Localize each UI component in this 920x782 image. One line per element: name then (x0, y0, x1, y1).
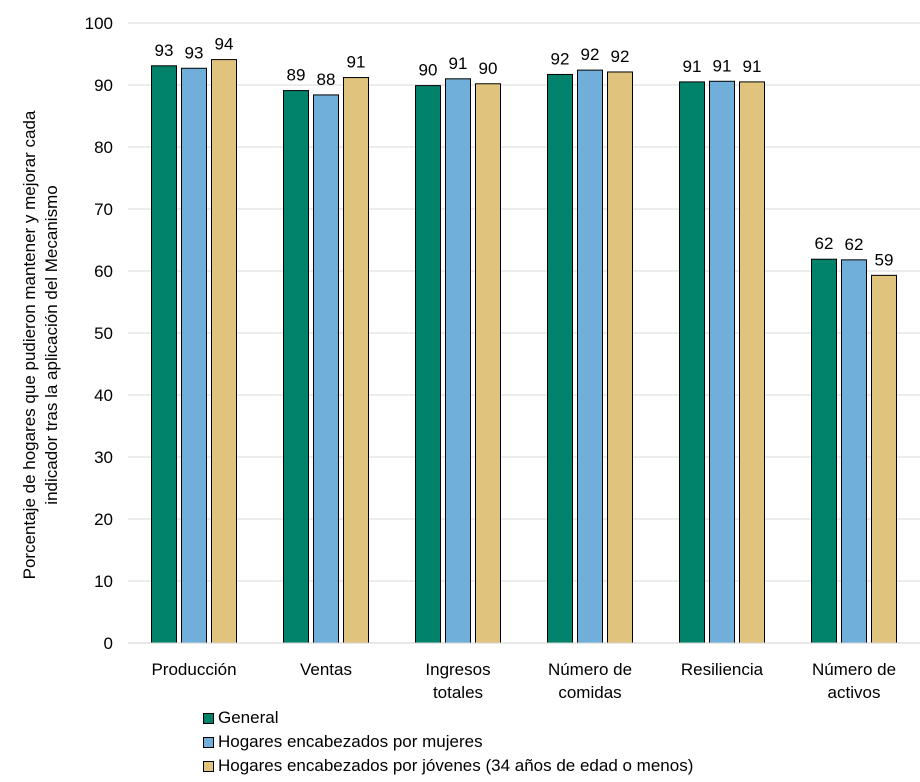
legend-label: Hogares encabezados por jóvenes (34 años… (218, 756, 694, 775)
data-label: 93 (155, 41, 174, 60)
bar (607, 71, 633, 644)
y-tick-label: 60 (94, 262, 113, 281)
data-label: 92 (551, 49, 570, 68)
bar (811, 258, 837, 644)
data-label: 92 (581, 45, 600, 64)
y-axis-title-line: Porcentaje de hogares que pudieron mante… (20, 110, 39, 579)
x-category-label: Número de (548, 660, 632, 679)
legend-swatch (203, 760, 214, 772)
y-tick-label: 70 (94, 200, 113, 219)
data-label: 91 (449, 54, 468, 73)
bar (679, 81, 705, 644)
bar (313, 94, 339, 644)
data-label: 62 (815, 234, 834, 253)
data-label: 59 (875, 250, 894, 269)
y-axis-ticks: 0 10 20 30 40 50 60 70 80 90 100 (85, 14, 113, 653)
gridlines (128, 22, 920, 582)
data-label: 90 (419, 61, 438, 80)
bar (841, 259, 867, 644)
data-label: 94 (215, 35, 234, 54)
data-labels: 93 93 94 89 88 91 90 91 90 92 92 92 91 91 91 62 62 59 (155, 35, 894, 270)
legend-label: General (218, 708, 279, 727)
data-label: 90 (479, 59, 498, 78)
data-label: 62 (845, 235, 864, 254)
x-category-label: Ingresos (425, 660, 490, 679)
y-tick-label: 80 (94, 138, 113, 157)
y-tick-label: 0 (104, 634, 113, 653)
bar (343, 77, 369, 644)
bar (739, 81, 765, 644)
legend: General Hogares encabezados por mujeres Ho… (203, 706, 693, 778)
y-tick-label: 40 (94, 386, 113, 405)
bar (415, 85, 441, 644)
legend-swatch (203, 736, 214, 748)
y-tick-label: 10 (94, 572, 113, 591)
x-category-label: activos (828, 683, 881, 700)
x-category-label: Producción (151, 660, 236, 679)
x-category-label: Número de (812, 660, 896, 679)
bar (577, 69, 603, 644)
y-tick-label: 30 (94, 448, 113, 467)
y-axis-title-line: indicador tras la aplicación del Mecanis… (42, 185, 61, 504)
y-axis-title: Porcentaje de hogares que pudieron mante… (20, 110, 61, 579)
legend-item: General (203, 706, 693, 730)
x-category-label: comidas (558, 683, 621, 700)
bar (211, 59, 237, 644)
data-label: 88 (317, 70, 336, 89)
data-label: 92 (611, 47, 630, 66)
y-tick-label: 20 (94, 510, 113, 529)
data-label: 91 (713, 56, 732, 75)
data-label: 91 (347, 53, 366, 72)
x-category-label: Resiliencia (681, 660, 764, 679)
legend-label: Hogares encabezados por mujeres (218, 732, 483, 751)
y-tick-label: 90 (94, 76, 113, 95)
legend-item: Hogares encabezados por jóvenes (34 años… (203, 754, 693, 778)
y-tick-label: 50 (94, 324, 113, 343)
y-tick-label: 100 (85, 14, 113, 33)
legend-swatch (203, 712, 214, 724)
data-label: 91 (683, 57, 702, 76)
bar (547, 73, 573, 644)
bar (283, 90, 309, 644)
data-label: 93 (185, 43, 204, 62)
x-category-label: Ventas (300, 660, 352, 679)
x-axis-categories: Producción Ventas Ingresos totales Número de… (151, 660, 896, 700)
bar (445, 78, 471, 644)
data-label: 89 (287, 66, 306, 85)
bar (151, 65, 177, 644)
bar (181, 67, 207, 644)
legend-item: Hogares encabezados por mujeres (203, 730, 693, 754)
data-label: 91 (743, 57, 762, 76)
bar (709, 80, 735, 644)
bar (871, 274, 897, 644)
bar (475, 83, 501, 644)
x-category-label: totales (433, 683, 483, 700)
